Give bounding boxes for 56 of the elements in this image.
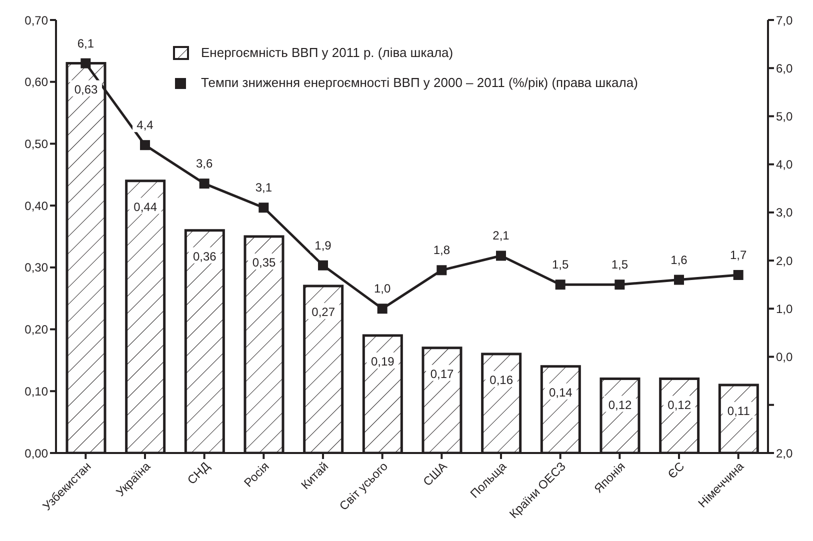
point	[80, 58, 91, 68]
data-label: 0,36	[192, 249, 217, 264]
data-label: 2,1	[492, 228, 510, 243]
y2-tick-label: 6,0	[776, 61, 794, 76]
y-tick-label: 0,10	[24, 384, 48, 398]
point	[436, 265, 447, 276]
data-label: 4,4	[136, 118, 154, 132]
y-tick-label: 0,00	[24, 446, 48, 460]
data-label: 0,27	[312, 304, 336, 319]
data-label: 6,1	[77, 36, 94, 50]
point	[258, 202, 269, 213]
data-label: 1,5	[611, 258, 628, 272]
data-label: 0,11	[727, 404, 750, 418]
data-label: 0,14	[548, 385, 573, 400]
data-label: 0,63	[74, 82, 98, 96]
data-label: 1,9	[314, 238, 332, 252]
point	[140, 140, 150, 150]
y-tick-label: 0,50	[24, 136, 48, 151]
point	[733, 270, 744, 280]
data-label: 1,6	[670, 252, 688, 267]
y-tick-label: 0,30	[24, 260, 48, 275]
data-label: 1,5	[552, 258, 569, 272]
y2-tick-label: 0,0	[776, 350, 794, 364]
data-label: 0,12	[608, 398, 632, 412]
point	[199, 178, 210, 189]
y-tick-label: 0,70	[24, 13, 48, 28]
point	[614, 280, 625, 290]
data-label: 1,7	[730, 248, 747, 262]
legend-label: Темпи зниження енергоємності ВВП у 2000 – 2011 (%/рік) (права шкала)	[201, 74, 638, 92]
data-label: 1,0	[374, 282, 391, 296]
y-tick-label: 0,60	[24, 75, 48, 90]
data-label: 0,35	[252, 256, 276, 270]
point	[496, 250, 506, 261]
data-label: 0,44	[134, 200, 158, 214]
data-label: 0,16	[490, 373, 514, 388]
data-label: 3,6	[196, 156, 213, 171]
x-tick-label: ЄС	[665, 459, 688, 482]
point	[555, 280, 566, 290]
y2-tick-label: 7,0	[776, 13, 794, 28]
data-label: 1,8	[433, 243, 450, 258]
legend-label: Енергоємність ВВП у 2011 р. (ліва шкала)	[201, 44, 454, 62]
data-label: 3,1	[255, 180, 272, 195]
y2-tick-label: 3,0	[776, 206, 794, 220]
y2-tick-label: 2,0	[776, 254, 794, 268]
y2-tick-label: 5,0	[776, 109, 794, 124]
data-label: 0,19	[370, 354, 395, 368]
point	[674, 274, 684, 285]
y-tick-label: 0,20	[24, 322, 48, 337]
data-label: 0,17	[430, 366, 454, 381]
y-tick-label: 0,40	[24, 198, 48, 213]
point	[318, 260, 328, 270]
point	[377, 304, 388, 314]
y2-tick-label: 4,0	[776, 158, 794, 172]
y2-tick-label: 1,0	[776, 302, 794, 316]
y2-tick-label: 2,0	[776, 446, 794, 460]
data-label: 0,12	[668, 398, 692, 412]
